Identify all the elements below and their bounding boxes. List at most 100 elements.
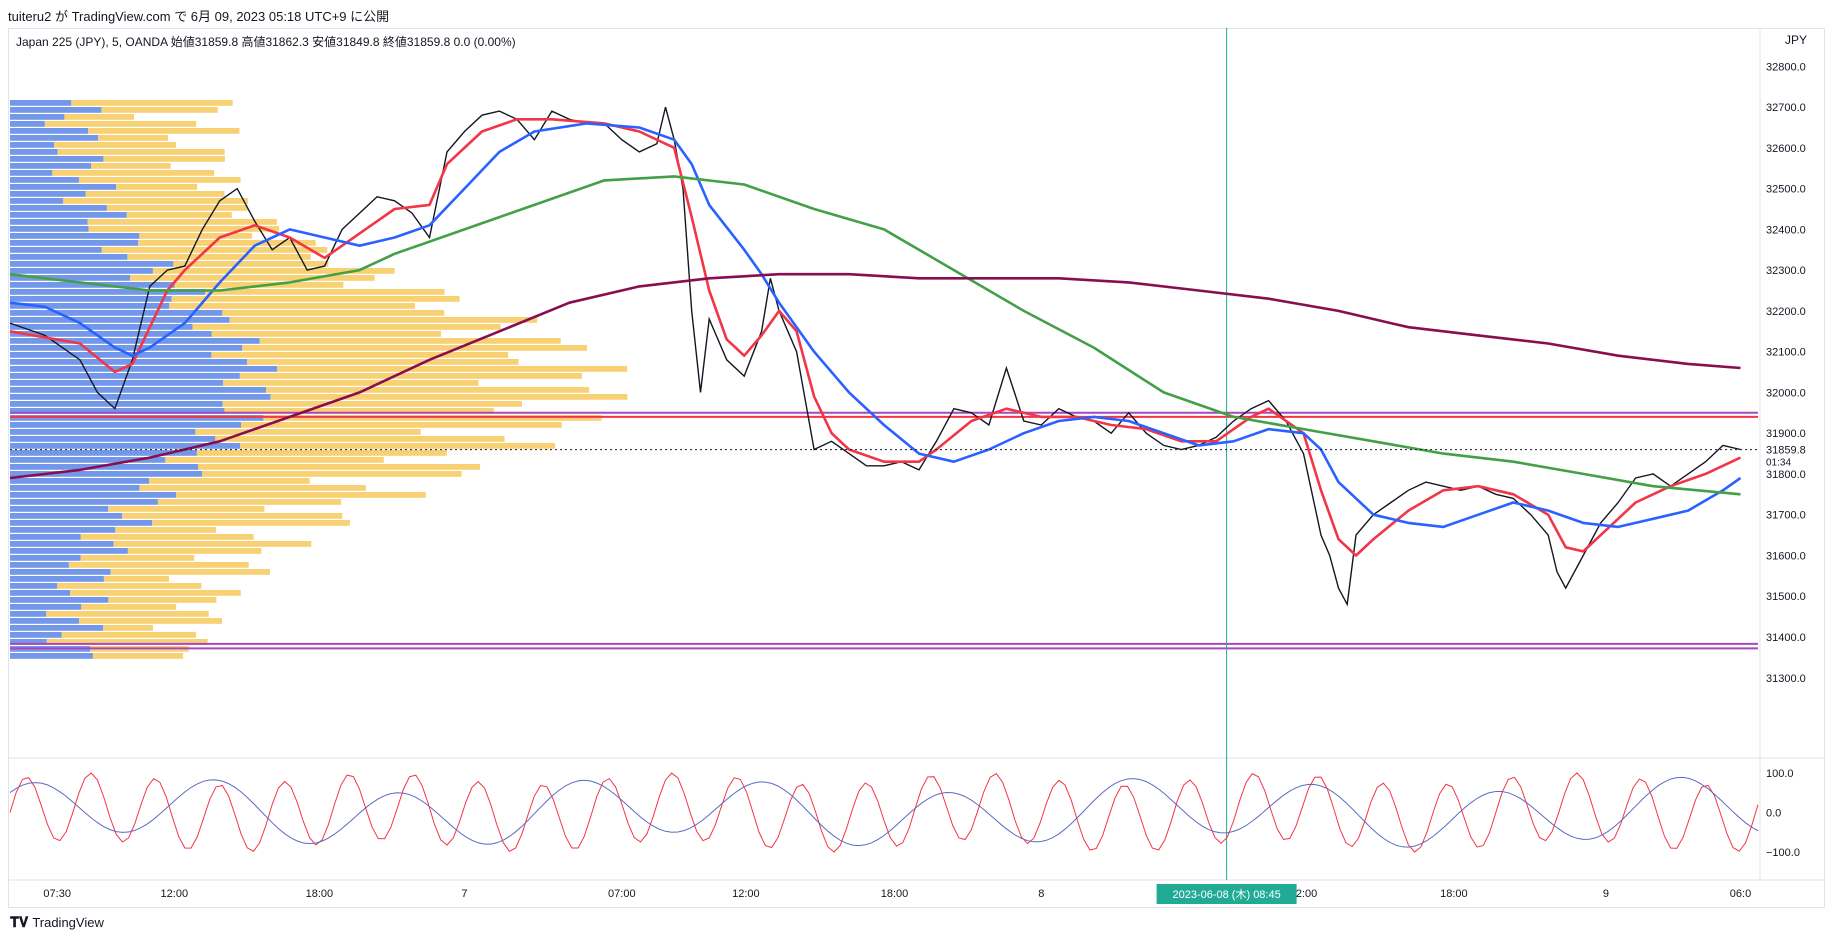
volume-profile-sell-bar: [149, 478, 310, 484]
volume-profile-sell-bar: [79, 618, 223, 624]
last-price-label: 31859.8: [1766, 445, 1806, 457]
volume-profile-sell-bar: [241, 422, 562, 428]
volume-profile-sell-bar: [192, 324, 501, 330]
volume-profile-sell-bar: [70, 590, 241, 596]
time-tick-label: 18:00: [306, 888, 334, 900]
volume-profile-sell-bar: [44, 121, 197, 127]
volume-profile-sell-bar: [229, 317, 538, 323]
currency-label: JPY: [1785, 33, 1808, 47]
volume-profile-sell-bar: [211, 352, 509, 358]
time-tick-label: 18:00: [881, 888, 909, 900]
volume-profile-sell-bar: [80, 555, 195, 561]
volume-profile-buy-bar: [10, 184, 117, 190]
volume-profile-sell-bar: [57, 149, 225, 155]
volume-profile-sell-bar: [122, 513, 343, 519]
volume-profile-buy-bar: [10, 478, 150, 484]
volume-profile-buy-bar: [10, 485, 140, 491]
volume-profile-buy-bar: [10, 513, 123, 519]
tradingview-brand[interactable]: 𝐓𝐕 TradingView: [10, 914, 104, 931]
volume-profile-sell-bar: [130, 275, 375, 281]
volume-profile-buy-bar: [10, 107, 102, 113]
volume-profile-buy-bar: [10, 373, 240, 379]
price-tick-label: 31700.0: [1766, 510, 1806, 522]
volume-profile-sell-bar: [176, 492, 426, 498]
volume-profile-sell-bar: [98, 135, 168, 141]
volume-profile-sell-bar: [46, 639, 208, 645]
volume-profile-buy-bar: [10, 268, 153, 274]
volume-profile-buy-bar: [10, 548, 128, 554]
volume-profile-buy-bar: [10, 506, 109, 512]
volume-profile-sell-bar: [101, 107, 218, 113]
volume-profile-sell-bar: [103, 576, 170, 582]
price-tick-label: 32800.0: [1766, 61, 1806, 73]
volume-profile-buy-bar: [10, 457, 166, 463]
oscillator-fast-line: [9, 772, 1759, 853]
oscillator-slow-line: [9, 776, 1759, 848]
volume-profile-sell-bar: [108, 597, 217, 603]
volume-profile-buy-bar: [10, 177, 79, 183]
volume-profile-buy-bar: [10, 471, 203, 477]
volume-profile-buy-bar: [10, 303, 170, 309]
volume-profile-buy-bar: [10, 331, 212, 337]
volume-profile-buy-bar: [10, 352, 212, 358]
volume-profile-buy-bar: [10, 387, 267, 393]
price-tick-label: 32400.0: [1766, 224, 1806, 236]
volume-profile-sell-bar: [173, 261, 329, 267]
volume-profile-sell-bar: [127, 254, 311, 260]
volume-profile-sell-bar: [64, 114, 135, 120]
time-tick-label: 8: [1038, 888, 1044, 900]
tradingview-logo-icon: 𝐓𝐕: [10, 914, 29, 930]
price-tick-label: 32000.0: [1766, 387, 1806, 399]
price-tick-label: 31800.0: [1766, 469, 1806, 481]
volume-profile-sell-bar: [103, 625, 153, 631]
volume-profile-buy-bar: [10, 639, 47, 645]
volume-profile-sell-bar: [165, 457, 384, 463]
volume-profile-buy-bar: [10, 569, 111, 575]
volume-profile-buy-bar: [10, 583, 58, 589]
volume-profile-buy-bar: [10, 359, 248, 365]
volume-profile-sell-bar: [87, 219, 277, 225]
price-tick-label: 31600.0: [1766, 550, 1806, 562]
volume-profile-sell-bar: [91, 163, 171, 169]
grid: [8, 30, 1825, 881]
volume-profile-buy-bar: [10, 163, 92, 169]
volume-profile: [10, 100, 628, 659]
volume-profile-buy-bar: [10, 324, 193, 330]
moving-averages: [9, 118, 1742, 557]
volume-profile-buy-bar: [10, 429, 196, 435]
volume-profile-sell-bar: [88, 128, 240, 134]
volume-profile-buy-bar: [10, 534, 81, 540]
volume-profile-buy-bar: [10, 541, 114, 547]
price-tick-label: 31300.0: [1766, 673, 1806, 685]
time-tick-label: 9: [1603, 888, 1609, 900]
volume-profile-sell-bar: [247, 359, 519, 365]
volume-profile-sell-bar: [205, 289, 445, 295]
price-tick-label: 32700.0: [1766, 102, 1806, 114]
volume-profile-buy-bar: [10, 121, 45, 127]
volume-profile-sell-bar: [223, 380, 479, 386]
volume-profile-buy-bar: [10, 338, 260, 344]
volume-profile-buy-bar: [10, 240, 139, 246]
volume-profile-sell-bar: [224, 408, 494, 414]
volume-profile-sell-bar: [259, 338, 561, 344]
volume-profile-buy-bar: [10, 618, 80, 624]
volume-profile-buy-bar: [10, 198, 64, 204]
volume-profile-sell-bar: [61, 632, 197, 638]
fast-ma-line: [9, 118, 1742, 557]
volume-profile-buy-bar: [10, 576, 104, 582]
volume-profile-buy-bar: [10, 100, 72, 106]
volume-profile-sell-bar: [266, 387, 590, 393]
volume-profile-buy-bar: [10, 142, 55, 148]
volume-profile-buy-bar: [10, 366, 278, 372]
volume-profile-sell-bar: [63, 198, 248, 204]
oscillator-pane: 100.0 0.0 −100.0: [9, 768, 1800, 859]
long-ma-line: [9, 272, 1741, 480]
volume-profile-buy-bar: [10, 590, 71, 596]
volume-profile-buy-bar: [10, 345, 243, 351]
volume-profile-sell-bar: [196, 450, 447, 456]
volume-profile-buy-bar: [10, 170, 53, 176]
volume-profile-sell-bar: [52, 170, 215, 176]
volume-profile-buy-bar: [10, 422, 242, 428]
volume-profile-sell-bar: [138, 240, 316, 246]
